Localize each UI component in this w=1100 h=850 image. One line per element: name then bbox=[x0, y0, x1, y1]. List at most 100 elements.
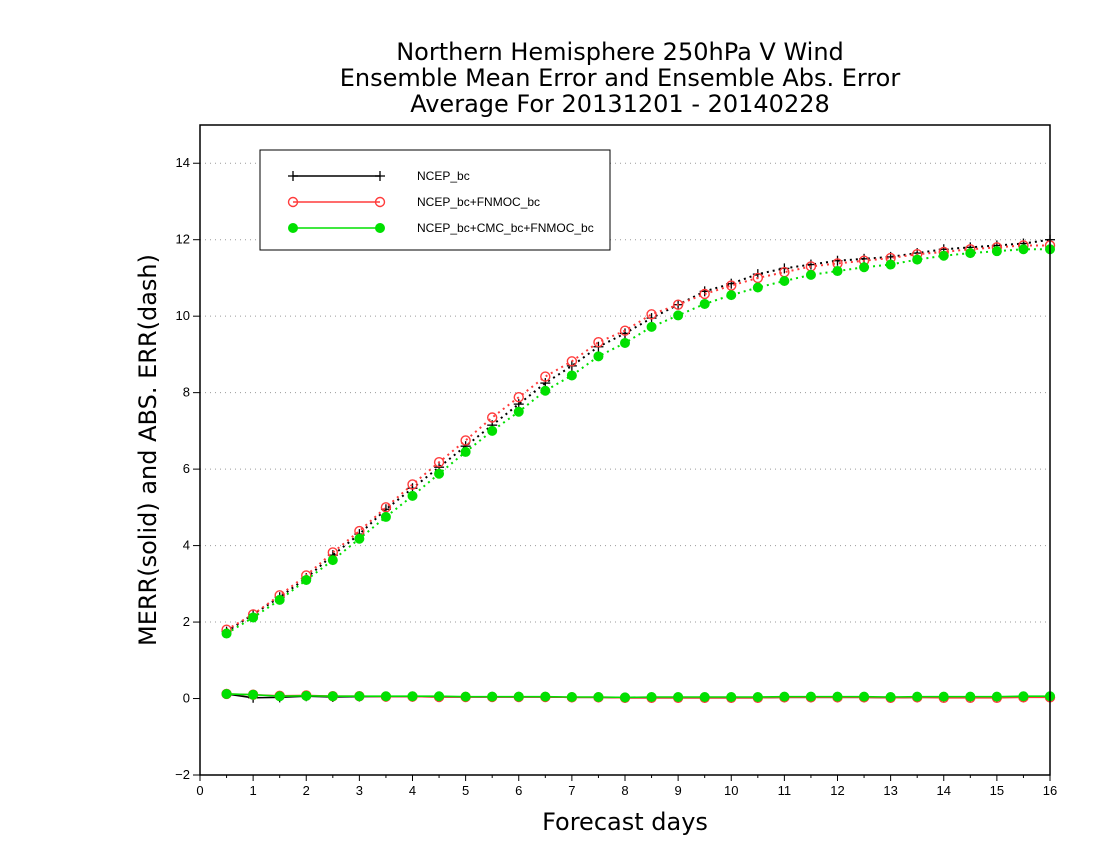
mean-err-point bbox=[460, 691, 471, 702]
x-tick-label: 9 bbox=[675, 783, 682, 798]
abs-err-point bbox=[593, 336, 604, 348]
series-1 bbox=[221, 240, 1056, 703]
mean-err-point bbox=[699, 692, 710, 702]
mean-err-line bbox=[226, 693, 1050, 699]
legend-label: NCEP_bc bbox=[417, 169, 470, 183]
abs-err-point bbox=[1018, 244, 1029, 255]
abs-err-point bbox=[221, 628, 232, 639]
abs-err-point bbox=[327, 555, 338, 566]
mean-err-point bbox=[327, 691, 338, 702]
y-tick-label: 2 bbox=[183, 614, 190, 629]
y-tick-label: 10 bbox=[176, 308, 190, 323]
mean-err-point bbox=[965, 691, 976, 702]
legend-box bbox=[259, 149, 611, 251]
abs-err-point bbox=[460, 446, 471, 457]
mean-err-point bbox=[248, 689, 259, 700]
abs-err-point bbox=[859, 253, 870, 264]
abs-err-point bbox=[965, 248, 976, 259]
abs-err-point bbox=[646, 309, 657, 320]
abs-err-point bbox=[274, 594, 285, 605]
x-tick-label: 5 bbox=[462, 783, 469, 798]
abs-err-point bbox=[380, 511, 391, 522]
abs-err-point bbox=[301, 575, 312, 585]
abs-err-point bbox=[805, 259, 816, 270]
mean-err-point bbox=[434, 691, 445, 702]
y-tick-label: 0 bbox=[183, 691, 190, 706]
x-tick-label: 15 bbox=[990, 783, 1004, 798]
abs-err-point bbox=[486, 412, 498, 423]
y-tick-label: 4 bbox=[183, 538, 190, 553]
abs-err-point bbox=[673, 310, 684, 321]
legend-marker-start bbox=[288, 171, 298, 181]
mean-err-point bbox=[1018, 691, 1029, 702]
mean-err-point bbox=[752, 692, 763, 702]
mean-err-point bbox=[566, 692, 577, 702]
x-tick-label: 14 bbox=[937, 783, 951, 798]
x-tick-label: 8 bbox=[621, 783, 628, 798]
x-tick-label: 12 bbox=[830, 783, 844, 798]
abs-err-point bbox=[885, 259, 896, 270]
legend-label: NCEP_bc+FNMOC_bc bbox=[417, 195, 540, 209]
abs-err-point bbox=[433, 457, 445, 468]
abs-err-point bbox=[540, 385, 551, 396]
abs-err-point bbox=[646, 321, 657, 332]
abs-err-point bbox=[407, 479, 418, 490]
mean-err-point bbox=[354, 691, 365, 702]
abs-err-point bbox=[620, 337, 630, 348]
mean-err-point bbox=[726, 692, 737, 702]
mean-err-point bbox=[912, 691, 923, 702]
legend-marker-start bbox=[287, 196, 299, 208]
mean-err-point bbox=[859, 691, 870, 702]
abs-err-point bbox=[832, 266, 843, 277]
chart-title-line-1: Northern Hemisphere 250hPa V Wind bbox=[396, 38, 844, 66]
abs-err-point bbox=[859, 262, 870, 273]
legend-marker-end bbox=[375, 223, 385, 233]
abs-err-point bbox=[487, 425, 498, 436]
abs-err-point bbox=[912, 254, 923, 265]
mean-err-point bbox=[832, 691, 843, 702]
y-tick-label: 8 bbox=[183, 385, 190, 400]
legend: NCEP_bc NCEP_bc+FNMOC_bc NCEP_bc+CMC_bc+FN… bbox=[259, 149, 611, 251]
abs-err-point bbox=[779, 276, 790, 286]
legend-label: NCEP_bc+CMC_bc+FNMOC_bc bbox=[417, 221, 594, 235]
mean-err-point bbox=[779, 691, 790, 702]
chart-title-line-2: Ensemble Mean Error and Ensemble Abs. Er… bbox=[339, 64, 901, 92]
abs-err-point bbox=[434, 468, 445, 479]
x-axis-label: Forecast days bbox=[542, 808, 708, 836]
mean-err-point bbox=[380, 691, 391, 702]
abs-err-point bbox=[513, 406, 524, 417]
abs-err-line bbox=[226, 248, 1050, 635]
x-tick-label: 1 bbox=[250, 783, 257, 798]
x-tick-label: 0 bbox=[196, 783, 203, 798]
mean-err-point bbox=[221, 688, 232, 699]
chart-title-line-3: Average For 20131201 - 20140228 bbox=[410, 90, 830, 118]
y-axis-label: MERR(solid) and ABS. ERR(dash) bbox=[134, 254, 162, 646]
mean-err-point bbox=[407, 691, 418, 702]
abs-err-point bbox=[619, 325, 631, 336]
series-2 bbox=[221, 244, 1055, 703]
mean-err-point bbox=[991, 691, 1002, 702]
y-tick-label: 12 bbox=[176, 232, 190, 247]
mean-err-point bbox=[673, 692, 684, 702]
abs-err-point bbox=[752, 282, 763, 293]
abs-err-point bbox=[752, 272, 764, 284]
x-tick-label: 16 bbox=[1043, 783, 1057, 798]
abs-err-point bbox=[672, 299, 684, 310]
abs-err-point bbox=[354, 533, 365, 544]
x-tick-label: 13 bbox=[883, 783, 897, 798]
mean-err-point bbox=[593, 692, 604, 702]
mean-err-point bbox=[885, 692, 896, 702]
mean-err-point bbox=[513, 691, 524, 702]
x-tick-label: 6 bbox=[515, 783, 522, 798]
x-tick-label: 11 bbox=[778, 783, 792, 798]
x-tick-label: 2 bbox=[303, 783, 310, 798]
mean-err-point bbox=[646, 692, 657, 702]
mean-err-point bbox=[938, 691, 949, 702]
abs-err-point bbox=[513, 392, 524, 403]
abs-err-point bbox=[460, 435, 471, 446]
abs-err-point bbox=[540, 371, 551, 382]
abs-err-point bbox=[991, 246, 1002, 257]
y-tick-label: 14 bbox=[176, 155, 190, 170]
x-tick-label: 10 bbox=[724, 783, 738, 798]
